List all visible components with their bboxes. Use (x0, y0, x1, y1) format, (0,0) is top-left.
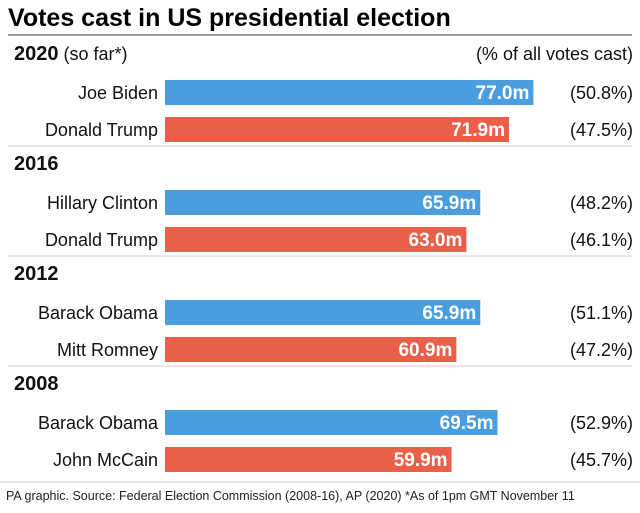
bar-value-label: 65.9m (422, 193, 476, 214)
bar-republican (165, 337, 457, 362)
pct-label: (50.8%) (570, 83, 633, 103)
bar-value-label: 63.0m (409, 230, 463, 251)
candidate-name: Donald Trump (45, 120, 158, 140)
candidate-name: Mitt Romney (57, 340, 158, 360)
source-note: PA graphic. Source: Federal Election Com… (6, 489, 575, 503)
pct-label: (47.2%) (570, 340, 633, 360)
bar-value-label: 77.0m (476, 83, 530, 104)
candidate-name: Joe Biden (78, 83, 158, 103)
pct-label: (51.1%) (570, 303, 633, 323)
pct-column-label: (% of all votes cast) (476, 44, 633, 64)
bar-value-label: 69.5m (440, 413, 494, 434)
group-label: 2008 (14, 373, 59, 395)
bar-democrat (165, 300, 481, 325)
pct-label: (45.7%) (570, 450, 633, 470)
pct-label: (52.9%) (570, 413, 633, 433)
bar-democrat (165, 410, 498, 435)
candidate-name: Barack Obama (38, 303, 159, 323)
bar-democrat (165, 80, 534, 105)
bar-democrat (165, 190, 481, 215)
bar-value-label: 65.9m (422, 303, 476, 324)
group-label: 2012 (14, 263, 59, 285)
bar-value-label: 60.9m (398, 340, 452, 361)
candidate-name: John McCain (53, 450, 158, 470)
pct-label: (47.5%) (570, 120, 633, 140)
pct-label: (48.2%) (570, 193, 633, 213)
bar-republican (165, 447, 452, 472)
bar-value-label: 59.9m (394, 450, 448, 471)
chart-title: Votes cast in US presidential election (8, 4, 451, 32)
bar-republican (165, 227, 467, 252)
chart-groups: 2020 (so far*) (% of all votes cast) Joe B… (8, 43, 633, 472)
pct-label: (46.1%) (570, 230, 633, 250)
candidate-name: Hillary Clinton (47, 193, 158, 213)
bar-value-label: 71.9m (451, 120, 505, 141)
candidate-name: Barack Obama (38, 413, 159, 433)
candidate-name: Donald Trump (45, 230, 158, 250)
bar-republican (165, 117, 509, 142)
group-label: 2016 (14, 153, 59, 175)
group-note: (so far*) (59, 44, 128, 64)
group-label: 2020 (so far*) (14, 43, 128, 65)
